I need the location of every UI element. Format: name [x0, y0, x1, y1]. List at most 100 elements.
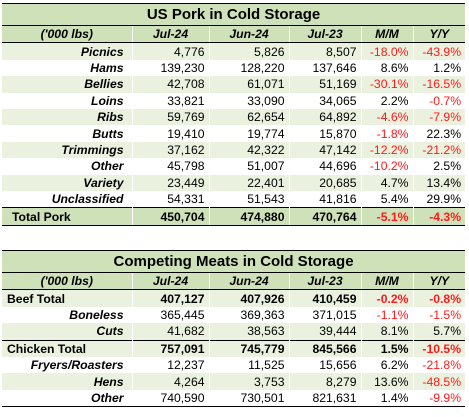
header-jul23: Jul-23	[288, 272, 361, 291]
value-jun24: 128,220	[208, 59, 289, 77]
value-jul23: 8,507	[288, 42, 361, 60]
change-mm: -5.1%	[360, 207, 413, 227]
change-yy: -48.5%	[412, 373, 466, 390]
table-row: Butts 19,410 19,774 15,870 -1.8% 22.3%	[2, 125, 466, 142]
pork-header-row: ('000 lbs) Jul-24 Jun-24 Jul-23 M/M Y/Y	[2, 25, 466, 44]
change-yy: 29.9%	[412, 190, 466, 208]
header-units: ('000 lbs)	[2, 272, 132, 291]
change-mm: -12.2%	[360, 141, 413, 159]
header-jul24: Jul-24	[131, 25, 209, 44]
value-jun24: 42,322	[208, 141, 289, 159]
change-mm: 1.5%	[360, 339, 413, 357]
change-yy: 1.2%	[412, 59, 466, 77]
header-jul24: Jul-24	[131, 272, 209, 291]
row-label: Bellies	[2, 76, 132, 93]
value-jul24: 365,445	[131, 306, 209, 324]
value-jul23: 137,646	[288, 59, 361, 77]
value-jun24: 38,563	[208, 323, 289, 341]
value-jun24: 51,543	[208, 190, 289, 208]
change-mm: 4.7%	[360, 174, 413, 191]
change-mm: 13.6%	[360, 373, 413, 390]
change-yy: -16.5%	[412, 76, 466, 93]
value-jul24: 450,704	[131, 207, 209, 227]
beef-sub-row: Cuts 41,682 38,563 39,444 8.1% 5.7%	[2, 323, 466, 341]
meats-title-row: Competing Meats in Cold Storage	[2, 250, 466, 273]
pork-cold-storage-table: US Pork in Cold Storage ('000 lbs) Jul-2…	[2, 3, 466, 227]
value-jul24: 41,682	[131, 323, 209, 341]
value-jun24: 11,525	[208, 356, 289, 374]
change-mm: -1.8%	[360, 125, 413, 142]
value-jul24: 12,237	[131, 356, 209, 374]
value-jul23: 15,656	[288, 356, 361, 374]
meats-header-row: ('000 lbs) Jul-24 Jun-24 Jul-23 M/M Y/Y	[2, 272, 466, 291]
value-jun24: 369,363	[208, 306, 289, 324]
change-yy: 5.7%	[412, 323, 466, 341]
value-jun24: 745,779	[208, 339, 289, 357]
header-mm: M/M	[360, 272, 413, 291]
beef-sub-row: Boneless 365,445 369,363 371,015 -1.1% -1.5%	[2, 306, 466, 324]
change-mm: -10.2%	[360, 158, 413, 175]
value-jul23: 470,764	[288, 207, 361, 227]
row-label: Total Pork	[2, 207, 132, 227]
change-yy: -4.3%	[412, 207, 466, 227]
row-label: Trimmings	[2, 141, 132, 159]
value-jun24: 474,880	[208, 207, 289, 227]
header-jun24: Jun-24	[208, 272, 289, 291]
chicken-sub-row: Fryers/Roasters 12,237 11,525 15,656 6.2% -21…	[2, 356, 466, 374]
change-mm: -30.1%	[360, 76, 413, 93]
value-jul24: 740,590	[131, 389, 209, 408]
table-row: Picnics 4,776 5,826 8,507 -18.0% -43.9%	[2, 42, 466, 60]
change-yy: -0.7%	[412, 92, 466, 109]
competing-meats-table: Competing Meats in Cold Storage ('000 lb…	[2, 250, 466, 408]
value-jul23: 20,685	[288, 174, 361, 191]
pork-table-title: US Pork in Cold Storage	[2, 3, 466, 26]
change-yy: -9.9%	[412, 389, 466, 408]
value-jul24: 757,091	[131, 339, 209, 357]
change-mm: 6.2%	[360, 356, 413, 374]
table-row: Hams 139,230 128,220 137,646 8.6% 1.2%	[2, 59, 466, 77]
change-yy: -10.5%	[412, 339, 466, 357]
change-mm: 5.4%	[360, 190, 413, 208]
change-mm: 2.2%	[360, 92, 413, 109]
row-label: Fryers/Roasters	[2, 356, 132, 374]
value-jul23: 34,065	[288, 92, 361, 109]
value-jun24: 730,501	[208, 389, 289, 408]
value-jul24: 4,776	[131, 42, 209, 60]
value-jul24: 4,264	[131, 373, 209, 390]
table-row: Loins 33,821 33,090 34,065 2.2% -0.7%	[2, 92, 466, 109]
row-label: Picnics	[2, 42, 132, 60]
beef-total-row: Beef Total 407,127 407,926 410,459 -0.2% -0.8…	[2, 289, 466, 307]
row-label: Ribs	[2, 108, 132, 126]
row-label: Hens	[2, 373, 132, 390]
change-yy: -43.9%	[412, 42, 466, 60]
change-yy: -21.2%	[412, 141, 466, 159]
value-jun24: 22,401	[208, 174, 289, 191]
table-row: Ribs 59,769 62,654 64,892 -4.6% -7.9%	[2, 108, 466, 126]
value-jul24: 33,821	[131, 92, 209, 109]
value-jul23: 821,631	[288, 389, 361, 408]
change-yy: -0.8%	[412, 289, 466, 307]
change-mm: -0.2%	[360, 289, 413, 307]
chicken-sub-row: Other 740,590 730,501 821,631 1.4% -9.9%	[2, 389, 466, 408]
chicken-sub-row: Hens 4,264 3,753 8,279 13.6% -48.5%	[2, 373, 466, 390]
value-jul24: 19,410	[131, 125, 209, 142]
value-jul23: 39,444	[288, 323, 361, 341]
value-jul23: 51,169	[288, 76, 361, 93]
value-jun24: 51,007	[208, 158, 289, 175]
row-label: Cuts	[2, 323, 132, 341]
value-jun24: 19,774	[208, 125, 289, 142]
chicken-total-row: Chicken Total 757,091 745,779 845,566 1.5% -1…	[2, 339, 466, 357]
row-label: Other	[2, 158, 132, 175]
change-yy: 2.5%	[412, 158, 466, 175]
row-label: Beef Total	[2, 289, 132, 307]
change-yy: 13.4%	[412, 174, 466, 191]
value-jul24: 42,708	[131, 76, 209, 93]
value-jun24: 61,071	[208, 76, 289, 93]
value-jul23: 8,279	[288, 373, 361, 390]
change-yy: -1.5%	[412, 306, 466, 324]
value-jun24: 62,654	[208, 108, 289, 126]
row-label: Boneless	[2, 306, 132, 324]
row-label: Chicken Total	[2, 339, 132, 357]
value-jun24: 3,753	[208, 373, 289, 390]
row-label: Variety	[2, 174, 132, 191]
